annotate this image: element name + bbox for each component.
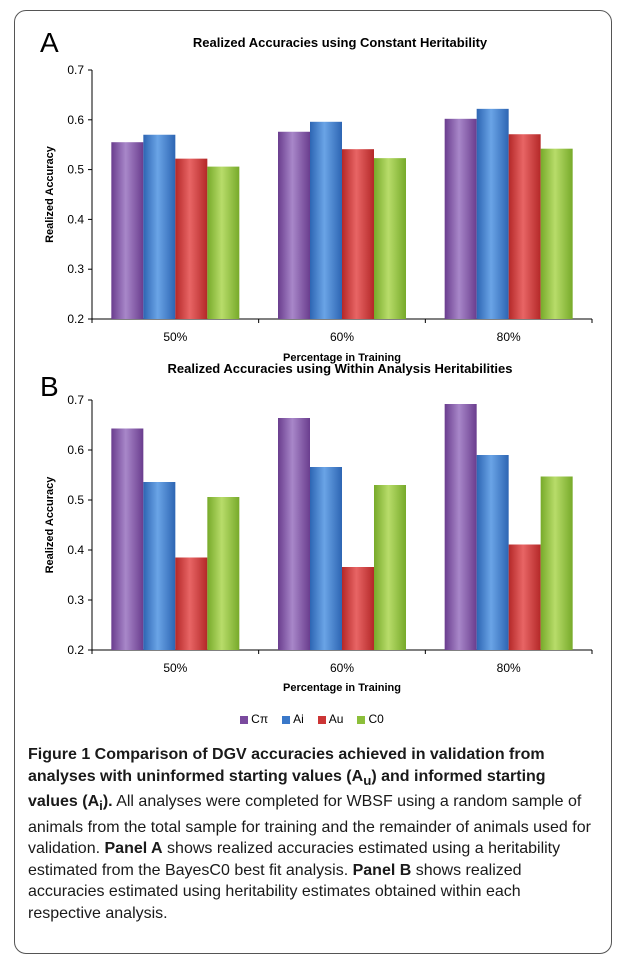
legend-label: Au	[328, 712, 344, 726]
x-tick-label: 50%	[163, 330, 187, 344]
x-tick-label: 60%	[330, 661, 354, 675]
legend-swatch	[282, 715, 291, 724]
y-tick-label: 0.3	[67, 593, 84, 607]
chart-title: Realized Accuracies using Constant Herit…	[193, 35, 488, 50]
legend-label: Cπ	[251, 712, 269, 726]
bar-Ai-60%	[310, 467, 342, 650]
figure-charts: A Realized Accuracies using Constant Heri…	[40, 27, 593, 694]
bar-Cπ-60%	[278, 418, 310, 650]
legend-item: Ai	[282, 712, 304, 726]
y-tick-label: 0.7	[67, 393, 84, 407]
x-tick-label: 80%	[497, 330, 521, 344]
legend-item: Au	[317, 712, 344, 726]
y-tick-label: 0.5	[67, 163, 84, 177]
y-tick-label: 0.5	[67, 493, 84, 507]
bar-Cπ-50%	[111, 142, 144, 319]
panel-letter: A	[40, 27, 59, 58]
bar-C0-50%	[207, 497, 240, 650]
chart-title: Realized Accuracies using Within Analysi…	[168, 361, 513, 376]
y-tick-label: 0.2	[67, 312, 84, 326]
chart-panel-B: B Realized Accuracies using Within Analys…	[40, 361, 593, 694]
legend-item: C0	[357, 712, 384, 726]
bar-Au-50%	[175, 158, 208, 319]
y-axis-label: Realized Accuracy	[44, 476, 56, 574]
bar-Au-60%	[342, 149, 374, 319]
bar-Ai-60%	[310, 121, 342, 320]
figure-frame	[14, 10, 612, 954]
chart-panel-A: A Realized Accuracies using Constant Heri…	[40, 27, 593, 364]
bar-Ai-50%	[143, 134, 176, 319]
panel-letter: B	[40, 371, 59, 402]
bar-C0-60%	[374, 158, 406, 319]
bar-Cπ-50%	[111, 428, 144, 650]
bar-Cπ-60%	[278, 131, 310, 319]
x-tick-label: 60%	[330, 330, 354, 344]
figure-caption: Figure 1 Comparison of DGV accuracies ac…	[28, 746, 591, 922]
y-tick-label: 0.4	[67, 212, 84, 226]
bar-Ai-50%	[143, 482, 176, 650]
bar-C0-60%	[374, 485, 406, 650]
legend-swatch	[317, 715, 326, 724]
y-tick-label: 0.3	[67, 262, 84, 276]
caption-panel-b: Panel B	[352, 861, 412, 879]
bar-Au-50%	[175, 557, 208, 650]
bar-C0-50%	[207, 166, 240, 319]
y-tick-label: 0.4	[67, 543, 84, 557]
x-tick-label: 50%	[163, 661, 187, 675]
bar-Ai-80%	[476, 455, 509, 650]
y-tick-label: 0.7	[67, 63, 84, 77]
y-tick-label: 0.2	[67, 643, 84, 657]
legend-label: Ai	[293, 712, 304, 726]
bar-C0-80%	[540, 148, 573, 319]
legend-item: Cπ	[240, 712, 268, 726]
bar-C0-80%	[540, 476, 573, 650]
x-tick-label: 80%	[497, 661, 521, 675]
bar-Au-60%	[342, 567, 374, 650]
bar-Cπ-80%	[444, 118, 477, 319]
caption-title: Figure 1 Comparison of DGV accuracies ac…	[28, 746, 546, 814]
bar-Au-80%	[508, 134, 541, 319]
legend-swatch	[357, 715, 366, 724]
legend-swatch	[240, 715, 249, 724]
bar-Ai-80%	[476, 108, 509, 320]
x-axis-label: Percentage in Training	[283, 682, 401, 694]
x-axis-label: Percentage in Training	[283, 352, 401, 364]
caption-panel-a: Panel A	[104, 840, 163, 858]
chart-legend: Cπ Ai Au C0	[0, 712, 624, 726]
bar-Au-80%	[508, 544, 541, 650]
legend-label: C0	[368, 712, 384, 726]
y-tick-label: 0.6	[67, 443, 84, 457]
y-axis-label: Realized Accuracy	[44, 145, 56, 243]
bar-Cπ-80%	[444, 404, 477, 650]
y-tick-label: 0.6	[67, 113, 84, 127]
